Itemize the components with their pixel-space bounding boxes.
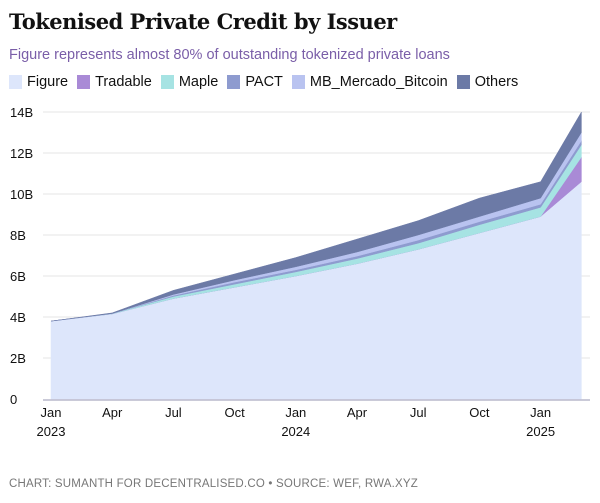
legend-label: Figure bbox=[27, 74, 69, 90]
area-others bbox=[50, 111, 582, 322]
legend-swatch bbox=[291, 75, 305, 89]
x-tick-year: 2023 bbox=[37, 424, 66, 439]
x-tick-label: Apr bbox=[347, 405, 368, 420]
x-tick-year: 2024 bbox=[281, 424, 310, 439]
x-tick-label: Jan bbox=[41, 405, 62, 420]
legend-label: Maple bbox=[178, 74, 219, 90]
x-tick-label: Oct bbox=[469, 405, 490, 420]
y-tick-label: 6B bbox=[10, 269, 26, 284]
x-tick-label: Oct bbox=[224, 405, 245, 420]
legend-label: Others bbox=[474, 74, 519, 90]
y-tick-label: 14B bbox=[10, 105, 33, 120]
legend-swatch bbox=[227, 75, 241, 89]
chart-source-footer: CHART: SUMANTH FOR DECENTRALISED.CO • SO… bbox=[9, 478, 419, 490]
x-tick-label: Apr bbox=[102, 405, 123, 420]
legend-swatch bbox=[160, 75, 174, 89]
legend: Figure Tradable Maple PACT MB_Mercado_Bitcoi… bbox=[9, 74, 518, 90]
legend-item: Others bbox=[456, 74, 519, 90]
y-tick-label: 4B bbox=[10, 310, 26, 325]
y-tick-label: 2B bbox=[10, 351, 26, 366]
legend-swatch bbox=[456, 75, 470, 89]
chart-subtitle: Figure represents almost 80% of outstand… bbox=[9, 47, 450, 63]
x-tick-label: Jul bbox=[410, 405, 427, 420]
legend-item: MB_Mercado_Bitcoin bbox=[291, 74, 448, 90]
legend-swatch bbox=[77, 75, 91, 89]
y-tick-label: 8B bbox=[10, 228, 26, 243]
legend-label: Tradable bbox=[95, 74, 152, 90]
legend-label: PACT bbox=[245, 74, 283, 90]
x-tick-label: Jul bbox=[165, 405, 182, 420]
y-tick-label: 10B bbox=[10, 187, 33, 202]
legend-item: Maple bbox=[160, 74, 219, 90]
legend-swatch bbox=[9, 75, 22, 89]
legend-label: MB_Mercado_Bitcoin bbox=[309, 74, 448, 90]
y-tick-label: 12B bbox=[10, 146, 33, 161]
x-tick-label: Jan bbox=[285, 405, 306, 420]
x-tick-label: Jan bbox=[530, 405, 551, 420]
legend-item: Tradable bbox=[77, 74, 152, 90]
legend-item: PACT bbox=[227, 74, 283, 90]
x-tick-year: 2025 bbox=[526, 424, 555, 439]
y-tick-label: 0 bbox=[10, 392, 17, 407]
chart-title: Tokenised Private Credit by Issuer bbox=[9, 9, 397, 34]
legend-item: Figure bbox=[9, 74, 68, 90]
